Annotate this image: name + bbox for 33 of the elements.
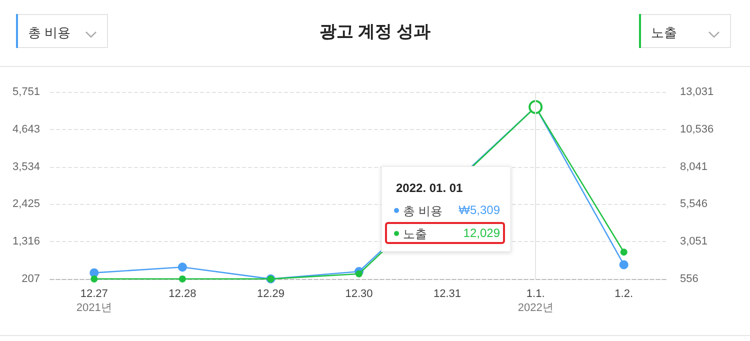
point [620, 248, 628, 256]
y-tick-label: 5,751 [12, 86, 40, 98]
y2-tick-label: 556 [680, 273, 698, 285]
point [619, 260, 628, 270]
point [90, 275, 98, 282]
point [178, 262, 187, 272]
legend-label: 총 비용 [403, 203, 442, 220]
y2-tick-label: 3,051 [680, 236, 708, 248]
text: 총 비용 [28, 25, 71, 40]
annotation: ₩5,309 [458, 203, 500, 217]
x-tick-label: 12.28 [168, 288, 196, 300]
point [356, 270, 362, 278]
y2-tick-label: 8,041 [680, 160, 708, 173]
y-tick-label: 3,534 [12, 160, 40, 173]
x-tick-label: 12.29 [256, 288, 284, 300]
y2-tick-label: 5,546 [680, 198, 708, 210]
y-tick-label: 2,425 [12, 198, 40, 210]
y2-tick-label: 13,031 [680, 86, 714, 98]
y-tick-label: 207 [22, 273, 40, 285]
annotation: 12,029 [463, 226, 500, 240]
x-tick-label: 1.1. 2022년 [518, 288, 554, 314]
y2-tick-label: 10,536 [680, 123, 714, 136]
x-tick-label: 12.27 2021년 [76, 288, 112, 314]
annotation: 2022. 01. 01 [396, 181, 463, 195]
x-tick-label: 12.31 [434, 288, 462, 300]
x-tick-label: 1.2. [614, 288, 634, 300]
y-tick-label: 1,316 [12, 236, 40, 248]
point [178, 275, 186, 282]
x-tick-label: 12.30 [345, 288, 373, 300]
text: 노출 [651, 25, 677, 40]
chart-title: 광고 계정 성과 [319, 22, 431, 41]
legend-label: 노출 [403, 226, 427, 243]
y-tick-label: 4,643 [12, 123, 40, 136]
